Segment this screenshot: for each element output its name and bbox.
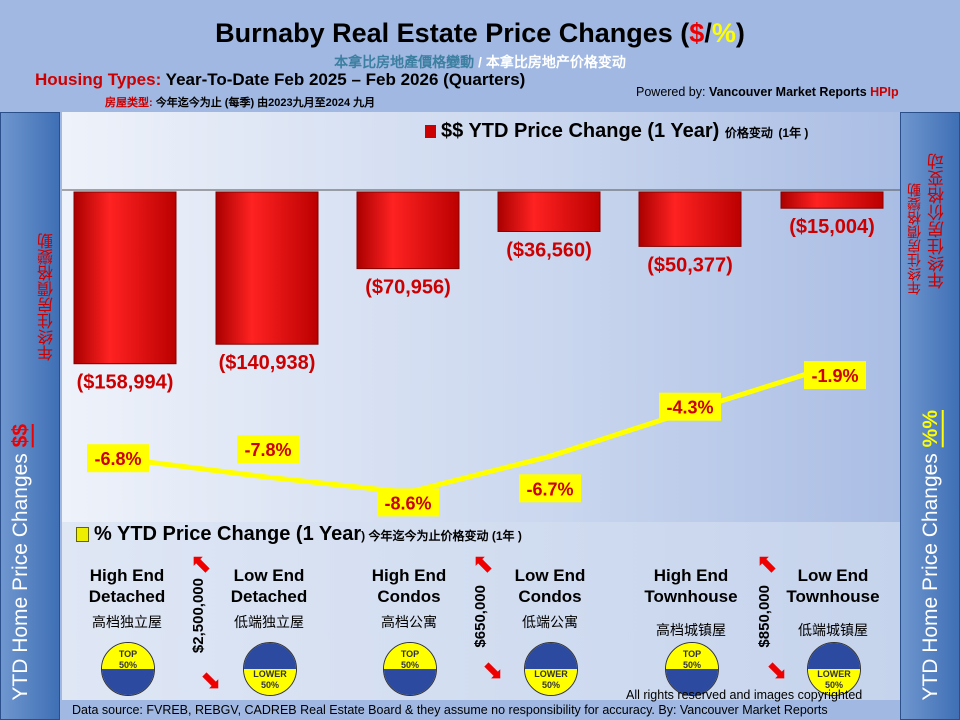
category-label: High End Detached — [88, 566, 166, 606]
category-label: Low End Condos — [514, 566, 586, 606]
top-50-badge: TOP 50% — [383, 642, 437, 696]
housing-types-cn: 房屋类型: 今年迄今为止 (每季) 由2023九月至2024 九月 — [105, 97, 376, 109]
category-label: High End Townhouse — [644, 566, 738, 606]
powered-by: Powered by: Vancouver Market Reports HPI… — [636, 85, 899, 99]
bar-label: ($70,956) — [365, 277, 451, 299]
legend-line: % YTD Price Change (1 Year) 今年迄今为止价格变动 (… — [76, 523, 522, 546]
pct-label-box — [237, 435, 299, 464]
data-source: Data source: FVREB, REBGV, CADREB Real E… — [72, 703, 828, 717]
bar — [73, 191, 177, 365]
arrow-down-icon: ⬊ — [766, 655, 788, 685]
category-label: High End Condos — [371, 566, 447, 606]
category-label-cn: 低端城镇屋 — [798, 622, 868, 638]
category-label: Low End Townhouse — [786, 566, 880, 606]
pct-label: -1.9% — [811, 366, 858, 386]
pct-label: -6.7% — [526, 479, 573, 499]
category-label-cn: 高档独立屋 — [92, 614, 162, 630]
bar — [638, 191, 742, 247]
arrow-up-icon: ⬉ — [472, 548, 494, 578]
legend-line-swatch — [76, 527, 89, 543]
pct-label: -4.3% — [666, 398, 713, 418]
category-label: Low End Detached — [230, 566, 308, 606]
bar-label: ($50,377) — [647, 254, 733, 276]
arrow-down-icon: ⬊ — [482, 655, 504, 685]
arrow-down-icon: ⬊ — [200, 665, 222, 695]
bar-label: ($140,938) — [219, 352, 316, 374]
plot-area — [62, 112, 900, 522]
category-label-cn: 高档公寓 — [381, 614, 437, 630]
price-threshold: $850,000 — [756, 585, 773, 648]
legend-bar: $$ YTD Price Change (1 Year) 价格变动 (1年 ) — [425, 120, 808, 143]
category-panel — [62, 522, 900, 700]
bar-label: ($36,560) — [506, 239, 592, 261]
pct-label-box — [87, 444, 149, 473]
top-50-badge: TOP 50% — [101, 642, 155, 696]
pct-label: -7.8% — [244, 440, 291, 460]
rights-text: All rights reserved and images copyright… — [626, 688, 863, 702]
legend-bar-swatch — [425, 125, 436, 139]
bar-label: ($15,004) — [789, 216, 875, 238]
bar-label: ($158,994) — [77, 372, 174, 394]
pct-line — [117, 362, 836, 495]
bar — [356, 191, 460, 270]
pct-label-box — [519, 474, 581, 503]
right-side-panel: YTD Home Price Changes %% 年终住房價格變動 年终住房价… — [900, 112, 960, 720]
price-threshold: $2,500,000 — [190, 578, 207, 654]
chart-title: Burnaby Real Estate Price Changes ($/%) — [215, 18, 745, 48]
lower-50-badge: LOWER 50% — [243, 642, 297, 696]
price-threshold: $650,000 — [472, 585, 489, 648]
bar — [497, 191, 601, 232]
pct-label-box — [659, 392, 721, 421]
bar — [780, 191, 884, 209]
pct-label: -8.6% — [384, 493, 431, 513]
bar — [215, 191, 319, 345]
arrow-up-icon: ⬉ — [190, 548, 212, 578]
housing-types: Housing Types: Year-To-Date Feb 2025 – F… — [35, 70, 526, 89]
arrow-up-icon: ⬉ — [756, 548, 778, 578]
pct-label-box — [377, 488, 439, 517]
left-side-panel: YTD Home Price Changes $$ 年终住房價格變動 — [0, 112, 60, 720]
pct-label: -6.8% — [94, 449, 141, 469]
category-label-cn: 低端独立屋 — [234, 614, 304, 630]
top-50-badge: TOP 50% — [665, 642, 719, 696]
category-label-cn: 低端公寓 — [522, 614, 578, 630]
category-label-cn: 高档城镇屋 — [656, 622, 726, 638]
pct-label-box — [804, 361, 866, 390]
chart-subtitle: 本拿比房地產價格變動 / 本拿比房地产价格变动 — [334, 54, 626, 70]
lower-50-badge: LOWER 50% — [524, 642, 578, 696]
